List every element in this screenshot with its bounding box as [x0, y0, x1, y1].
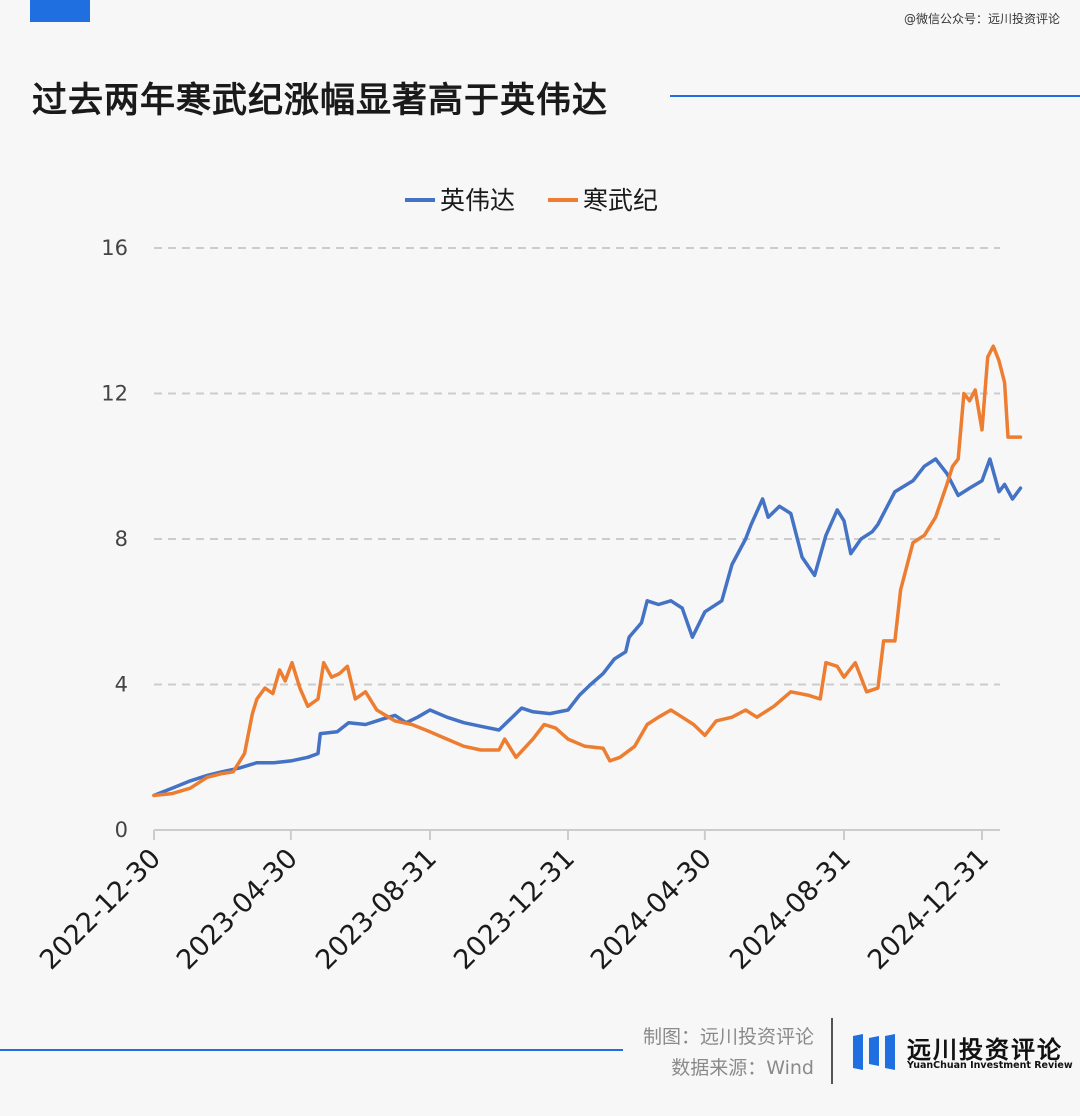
x-tick-label-5: 2024-08-31: [724, 843, 857, 976]
legend-label-cambricon: 寒武纪: [583, 186, 658, 215]
y-tick-label-16: 16: [101, 236, 128, 260]
credit-block: 制图：远川投资评论 数据来源：Wind: [643, 1022, 814, 1084]
grid: [154, 247, 1000, 686]
x-tick-label-6: 2024-12-31: [862, 843, 995, 976]
series-lines: [152, 344, 1023, 798]
x-tick-label-1: 2023-04-30: [171, 843, 304, 976]
brand-name: 远川投资评论: [907, 1036, 1063, 1064]
series-line-nvidia: [152, 457, 1023, 798]
x-tick-label-2: 2023-08-31: [310, 843, 443, 976]
title-rule: [670, 95, 1080, 97]
x-tick-label-0: 2022-12-30: [34, 843, 167, 976]
page-title: 过去两年寒武纪涨幅显著高于英伟达: [32, 81, 609, 121]
y-tick-label-12: 12: [101, 382, 128, 406]
chart-legend: 英伟达 寒武纪: [405, 186, 658, 215]
y-tick-label-4: 4: [115, 673, 128, 697]
x-axis: 2022-12-30 2023-04-30 2023-08-31 2023-12-31…: [34, 829, 1000, 976]
footer-divider: [831, 1018, 833, 1084]
y-axis: 0 4 8 12 16: [101, 236, 128, 842]
y-tick-label-0: 0: [115, 818, 128, 842]
watermark: @微信公众号：远川投资评论: [903, 12, 1060, 26]
x-tick-label-4: 2024-04-30: [585, 843, 718, 976]
legend-label-nvidia: 英伟达: [440, 186, 515, 215]
x-tick-label-3: 2023-12-31: [448, 843, 581, 976]
corner-accent-block: [30, 0, 90, 22]
y-tick-label-8: 8: [115, 527, 128, 551]
bottom-rule: [0, 1049, 623, 1051]
credit-source: 数据来源：Wind: [671, 1057, 814, 1079]
brand-logo-icon: [853, 1034, 895, 1070]
credit-author: 制图：远川投资评论: [642, 1026, 814, 1048]
brand-name-en: YuanChuan Investment Review: [907, 1060, 1073, 1071]
series-line-cambricon: [152, 344, 1023, 798]
